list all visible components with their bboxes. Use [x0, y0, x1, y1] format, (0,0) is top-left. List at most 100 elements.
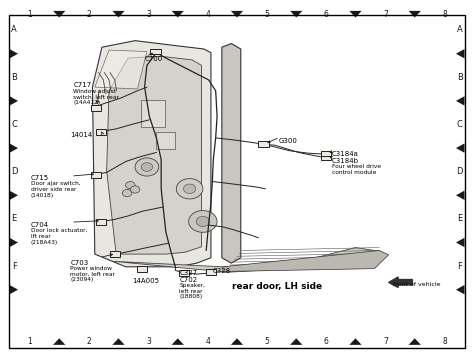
Text: C328: C328 — [212, 268, 230, 274]
Polygon shape — [172, 11, 184, 17]
Text: 14014: 14014 — [70, 132, 92, 139]
Circle shape — [141, 163, 153, 171]
Text: E: E — [457, 215, 463, 223]
FancyBboxPatch shape — [150, 49, 161, 54]
Polygon shape — [53, 11, 65, 17]
Text: 2: 2 — [87, 10, 91, 19]
Polygon shape — [349, 338, 362, 345]
Text: C3184a: C3184a — [332, 151, 359, 158]
Polygon shape — [223, 250, 389, 272]
Circle shape — [126, 182, 135, 189]
Text: B: B — [457, 73, 463, 82]
Text: D: D — [456, 167, 463, 176]
FancyBboxPatch shape — [137, 266, 147, 272]
Polygon shape — [114, 248, 379, 272]
FancyBboxPatch shape — [91, 105, 101, 111]
Polygon shape — [9, 285, 18, 294]
Polygon shape — [290, 338, 302, 345]
Polygon shape — [456, 238, 465, 247]
FancyBboxPatch shape — [321, 151, 331, 156]
Text: A: A — [457, 25, 463, 34]
Polygon shape — [231, 338, 243, 345]
Text: 4: 4 — [205, 337, 210, 346]
Text: Four wheel drive
control module: Four wheel drive control module — [332, 164, 381, 175]
Text: C717: C717 — [73, 82, 92, 89]
Text: A: A — [11, 25, 17, 34]
Text: 8: 8 — [442, 10, 447, 19]
Polygon shape — [231, 11, 243, 17]
Circle shape — [130, 186, 140, 193]
Polygon shape — [9, 96, 18, 106]
Circle shape — [183, 184, 196, 193]
Text: C702: C702 — [179, 277, 197, 283]
Text: 4: 4 — [205, 10, 210, 19]
Polygon shape — [409, 338, 421, 345]
Polygon shape — [456, 191, 465, 200]
Text: 3: 3 — [146, 10, 151, 19]
Text: 14A005: 14A005 — [132, 278, 159, 284]
Text: D: D — [11, 167, 18, 176]
Circle shape — [135, 158, 159, 176]
FancyBboxPatch shape — [206, 269, 216, 275]
Polygon shape — [95, 50, 147, 89]
Polygon shape — [290, 11, 302, 17]
Text: B: B — [11, 73, 17, 82]
Text: 7: 7 — [383, 10, 388, 19]
FancyBboxPatch shape — [91, 172, 101, 178]
Text: Power window
motor, left rear
(23094): Power window motor, left rear (23094) — [70, 266, 115, 282]
Polygon shape — [349, 11, 362, 17]
Polygon shape — [456, 49, 465, 58]
Polygon shape — [456, 143, 465, 153]
Text: 6: 6 — [324, 337, 328, 346]
Text: F: F — [12, 262, 17, 270]
Polygon shape — [9, 143, 18, 153]
FancyBboxPatch shape — [141, 100, 165, 127]
Text: 5: 5 — [264, 10, 269, 19]
Text: Speaker,
left rear
(18808): Speaker, left rear (18808) — [179, 283, 205, 299]
Text: C703: C703 — [70, 260, 89, 266]
FancyBboxPatch shape — [258, 141, 269, 147]
FancyBboxPatch shape — [96, 219, 106, 225]
Text: C327: C327 — [179, 270, 197, 277]
Polygon shape — [9, 49, 18, 58]
Polygon shape — [456, 96, 465, 106]
Text: 1: 1 — [27, 10, 32, 19]
Polygon shape — [112, 11, 125, 17]
FancyBboxPatch shape — [96, 129, 106, 135]
Polygon shape — [107, 56, 201, 254]
Text: C: C — [457, 120, 463, 129]
Polygon shape — [222, 44, 241, 263]
Text: rear door, LH side: rear door, LH side — [232, 282, 322, 291]
Text: C700: C700 — [145, 56, 163, 62]
Text: 6: 6 — [324, 10, 328, 19]
Text: 2: 2 — [87, 337, 91, 346]
Text: 5: 5 — [264, 337, 269, 346]
Text: G300: G300 — [279, 138, 298, 144]
Polygon shape — [456, 285, 465, 294]
Text: F: F — [457, 262, 462, 270]
Text: 1: 1 — [27, 337, 32, 346]
Text: E: E — [11, 215, 17, 223]
Polygon shape — [409, 11, 421, 17]
Polygon shape — [53, 338, 65, 345]
Text: C704: C704 — [31, 222, 49, 228]
Text: Door ajar switch,
driver side rear
(14018): Door ajar switch, driver side rear (1401… — [31, 182, 81, 198]
FancyBboxPatch shape — [110, 251, 120, 257]
Polygon shape — [92, 41, 211, 267]
Text: C715: C715 — [31, 175, 49, 181]
Polygon shape — [389, 277, 412, 287]
Text: 7: 7 — [383, 337, 388, 346]
Text: Window adjust
switch, left rear
(14A412): Window adjust switch, left rear (14A412) — [73, 89, 119, 105]
FancyBboxPatch shape — [179, 270, 189, 276]
Text: C: C — [11, 120, 17, 129]
FancyBboxPatch shape — [321, 154, 331, 160]
Circle shape — [196, 216, 210, 227]
Polygon shape — [172, 338, 184, 345]
Text: 8: 8 — [442, 337, 447, 346]
Text: front of vehicle: front of vehicle — [393, 282, 441, 287]
Circle shape — [122, 189, 132, 197]
Polygon shape — [9, 191, 18, 200]
FancyBboxPatch shape — [156, 132, 175, 149]
Text: 3: 3 — [146, 337, 151, 346]
Circle shape — [176, 179, 203, 199]
